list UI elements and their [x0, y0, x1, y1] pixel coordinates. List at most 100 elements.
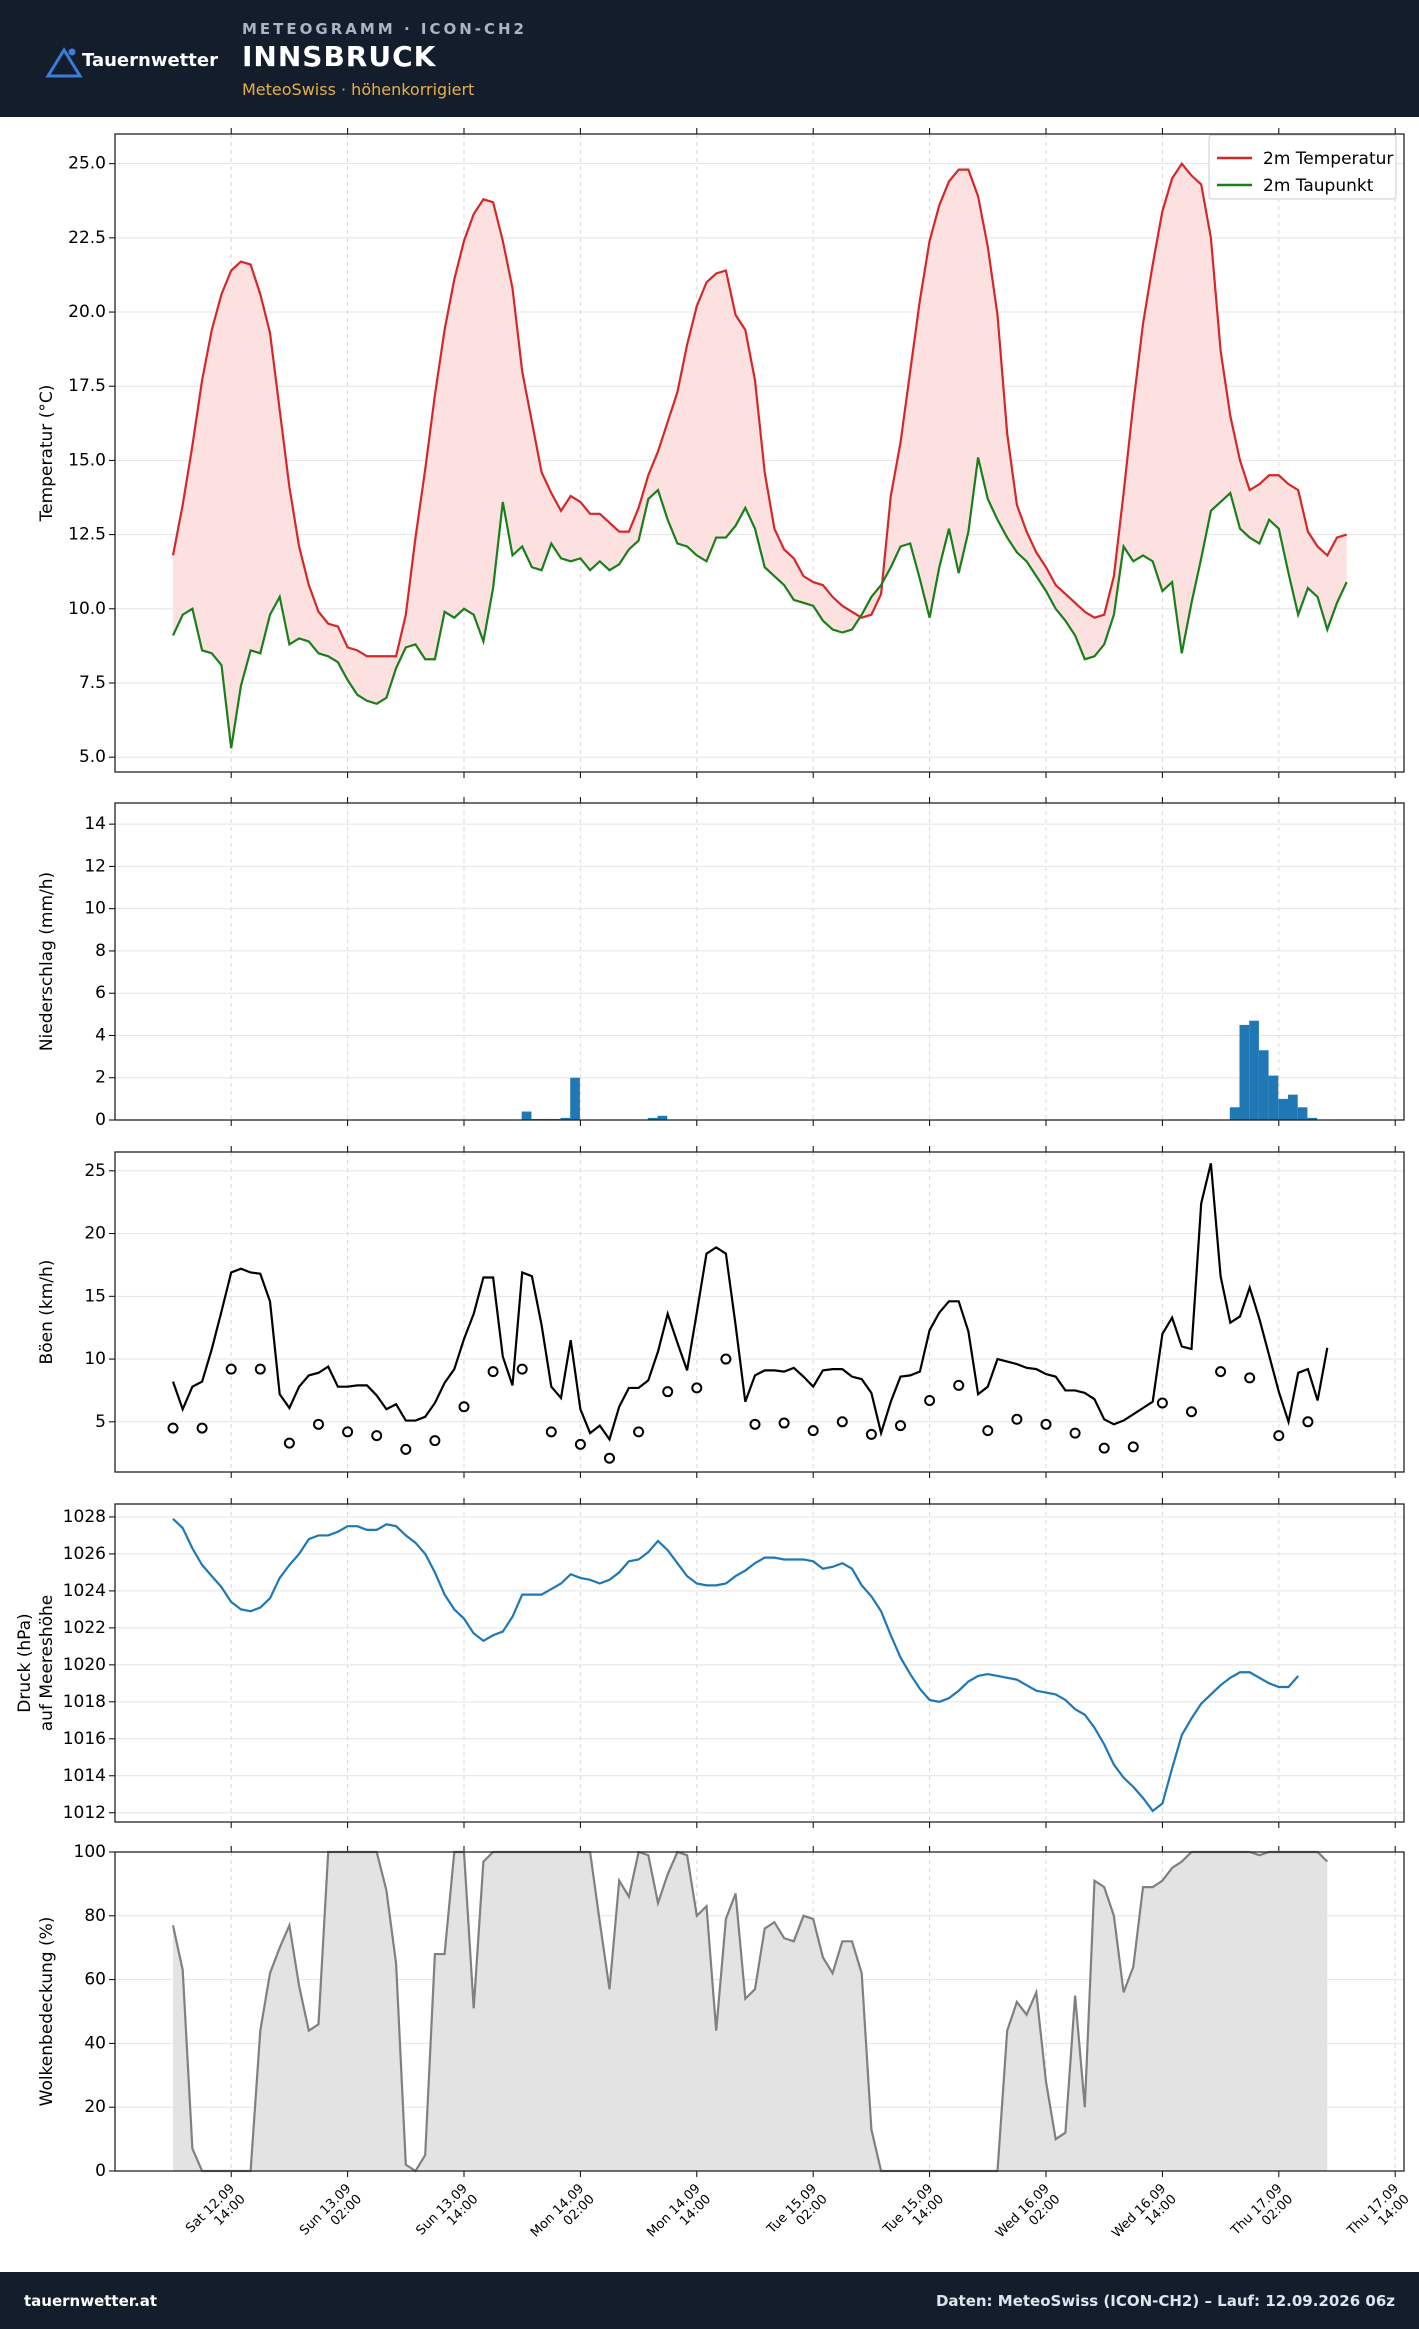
y-tick-label: 2: [95, 1068, 106, 1088]
precip-bar: [1229, 1107, 1240, 1120]
y-tick-label: 4: [95, 1025, 106, 1045]
y-tick-label: 10: [84, 899, 106, 919]
precip-bar: [1307, 1117, 1318, 1120]
precip-bar: [560, 1117, 571, 1120]
wind-marker: [487, 1366, 499, 1378]
panel-pressure: 1012 1014 1016 1018 1020 1022 1024 1026 1028 Druc…: [15, 1498, 1405, 1828]
series-line-temperature: [171, 161, 1348, 658]
y-tick-label: 60: [84, 1970, 106, 1990]
wind-marker: [1186, 1406, 1197, 1418]
y-tick-label: 12: [84, 856, 106, 876]
wind-marker: [1040, 1418, 1052, 1430]
header-bar: Tauernwetter METEOGRAMM · ICON-CH2 INNSB…: [0, 0, 1419, 117]
y-tick-label: 20: [84, 1224, 106, 1244]
precip-bar: [1297, 1107, 1308, 1120]
y-tick-label: 10.0: [68, 599, 106, 619]
y-tick-label: 1014: [63, 1766, 106, 1786]
wind-marker: [254, 1363, 266, 1375]
precip-bar: [1288, 1094, 1298, 1120]
wind-marker: [342, 1426, 354, 1438]
wind-marker: [895, 1420, 906, 1432]
chart-supertitle: METEOGRAMM · ICON-CH2: [242, 20, 527, 38]
wind-marker: [1011, 1413, 1023, 1425]
precip-bar: [1249, 1020, 1259, 1120]
panel-temperature: 5.0 7.5 10.0 12.5 15.0 17.5 20.0 22.5 25.0 Temper…: [37, 128, 1405, 778]
wind-marker: [1215, 1366, 1227, 1378]
x-tick-label: Sun 13.0914:00: [413, 2181, 481, 2249]
y-axis-label: Druck (hPa): [15, 1613, 35, 1712]
legend-box: [1208, 134, 1397, 200]
meteogram-chart: 5.0 7.5 10.0 12.5 15.0 17.5 20.0 22.5 25.0 Temper…: [15, 128, 1413, 2252]
legend: 2m Temperatur 2m Taupunkt: [1208, 134, 1397, 200]
precip-bar: [521, 1111, 532, 1120]
y-tick-label: 100: [74, 1842, 106, 1862]
footer-data-credit: Daten: MeteoSwiss (ICON-CH2) – Lauf: 12.…: [935, 2292, 1395, 2310]
page-subtitle: MeteoSwiss · höhenkorrigiert: [242, 80, 475, 99]
wind-marker: [604, 1452, 615, 1464]
legend-entry: 2m Temperatur: [1263, 149, 1393, 169]
wind-marker: [865, 1428, 877, 1440]
precip-bar: [657, 1115, 668, 1120]
y-tick-label: 25: [84, 1161, 106, 1181]
y-tick-label: 40: [84, 2033, 106, 2053]
y-tick-label: 17.5: [68, 376, 106, 396]
panel-gusts: 5 10 15 20 25 Böen (km/h): [37, 1146, 1405, 1478]
wind-marker: [1273, 1430, 1285, 1442]
wind-marker: [807, 1425, 819, 1437]
series-line-gusts: [171, 1163, 1329, 1442]
wind-marker: [545, 1426, 557, 1438]
y-tick-label: 1028: [63, 1507, 106, 1527]
y-axis-label: Böen (km/h): [37, 1260, 57, 1365]
x-tick-label: Mon 14.0914:00: [644, 2181, 714, 2251]
x-tick-label: Sat 12.0914:00: [183, 2181, 249, 2247]
y-tick-label: 1016: [63, 1729, 106, 1749]
wind-marker: [458, 1401, 470, 1413]
wind-marker: [429, 1435, 441, 1447]
wind-marker: [691, 1382, 703, 1394]
wind-marker: [749, 1418, 761, 1430]
wind-marker: [371, 1430, 383, 1442]
y-tick-label: 20: [84, 2097, 106, 2117]
x-tick-label: Wed 16.0902:00: [993, 2181, 1064, 2252]
footer-bar: tauernwetter.at Daten: MeteoSwiss (ICON-…: [0, 2272, 1419, 2329]
page-title: INNSBRUCK: [242, 40, 437, 73]
mountain-logo-icon: [45, 47, 83, 78]
y-tick-label: 20.0: [68, 302, 106, 322]
wind-marker: [1244, 1372, 1256, 1384]
wind-marker: [1069, 1427, 1081, 1439]
precip-bar: [647, 1117, 658, 1120]
y-tick-label: 5: [95, 1412, 106, 1432]
y-tick-label: 7.5: [79, 673, 106, 693]
panel-frame: [114, 133, 1405, 773]
y-tick-label: 5.0: [79, 747, 106, 767]
footer-site-link[interactable]: tauernwetter.at: [24, 2292, 158, 2310]
series-line-pressure: [172, 1517, 1300, 1813]
panel-frame: [114, 1851, 1405, 2172]
wind-marker: [313, 1418, 324, 1430]
y-tick-label: 10: [84, 1349, 106, 1369]
wind-marker: [225, 1363, 237, 1375]
y-tick-label: 80: [84, 1906, 106, 1926]
cloud-area: [173, 1852, 1328, 2171]
wind-marker: [516, 1363, 528, 1375]
y-tick-label: 6: [95, 983, 106, 1003]
y-tick-label: 1020: [63, 1655, 106, 1675]
y-tick-label: 1022: [63, 1618, 106, 1638]
wind-marker: [196, 1422, 208, 1434]
y-tick-label: 0: [95, 1110, 106, 1130]
wind-marker: [574, 1438, 586, 1450]
y-axis-label: Niederschlag (mm/h): [37, 872, 57, 1051]
wind-marker: [1156, 1397, 1168, 1409]
wind-marker: [778, 1417, 790, 1429]
y-tick-label: 1024: [63, 1581, 106, 1601]
y-tick-label: 15.0: [68, 450, 106, 470]
y-axis-label: Wolkenbedeckung (%): [37, 1917, 57, 2107]
panel-frame: [114, 1503, 1405, 1823]
wind-marker: [1302, 1416, 1314, 1428]
panel-frame: [114, 1151, 1405, 1473]
y-tick-label: 14: [84, 814, 106, 834]
x-axis-labels: Sat 12.0914:00 Sun 13.0902:00 Sun 13.0914:…: [183, 2181, 1413, 2252]
y-tick-label: 12.5: [68, 525, 106, 545]
y-tick-label: 1026: [63, 1544, 106, 1564]
brand-name: Tauernwetter: [82, 50, 218, 71]
